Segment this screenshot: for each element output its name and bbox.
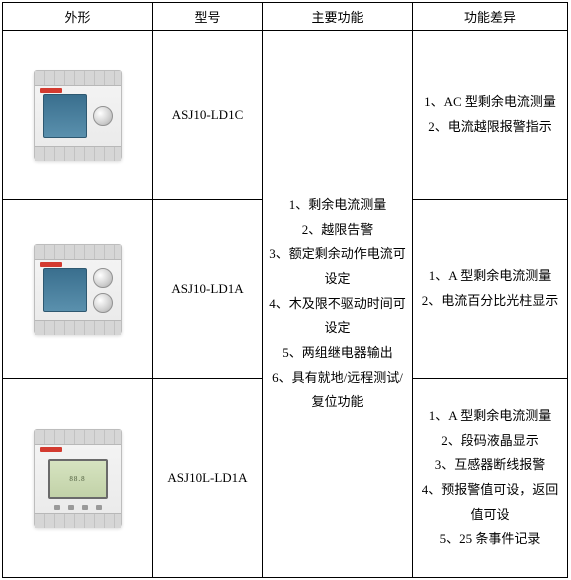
header-main-func: 主要功能 — [263, 3, 413, 31]
product-table: 外形 型号 主要功能 功能差异 — [2, 2, 568, 578]
cell-shape-2 — [3, 200, 153, 379]
cell-diff-3: 1、A 型剩余电流测量 2、段码液晶显示 3、互感器断线报警 4、预报警值可设，… — [413, 379, 568, 578]
cell-diff-1: 1、AC 型剩余电流测量 2、电流越限报警指示 — [413, 31, 568, 200]
cell-shape-1 — [3, 31, 153, 200]
header-model: 型号 — [153, 3, 263, 31]
cell-shape-3: 88.8 — [3, 379, 153, 578]
lcd-screen-icon: 88.8 — [48, 459, 108, 499]
device-image-3: 88.8 — [34, 429, 122, 527]
cell-diff-2: 1、A 型剩余电流测量 2、电流百分比光柱显示 — [413, 200, 568, 379]
cell-model-2: ASJ10-LD1A — [153, 200, 263, 379]
table-row: ASJ10-LD1C 1、剩余电流测量 2、越限告警 3、额定剩余动作电流可设定… — [3, 31, 568, 200]
cell-model-3: ASJ10L-LD1A — [153, 379, 263, 578]
cell-main-func: 1、剩余电流测量 2、越限告警 3、额定剩余动作电流可设定 4、木及限不驱动时间… — [263, 31, 413, 578]
device-image-1 — [34, 70, 122, 160]
cell-model-1: ASJ10-LD1C — [153, 31, 263, 200]
header-diff: 功能差异 — [413, 3, 568, 31]
table-header-row: 外形 型号 主要功能 功能差异 — [3, 3, 568, 31]
header-shape: 外形 — [3, 3, 153, 31]
device-image-2 — [34, 244, 122, 334]
